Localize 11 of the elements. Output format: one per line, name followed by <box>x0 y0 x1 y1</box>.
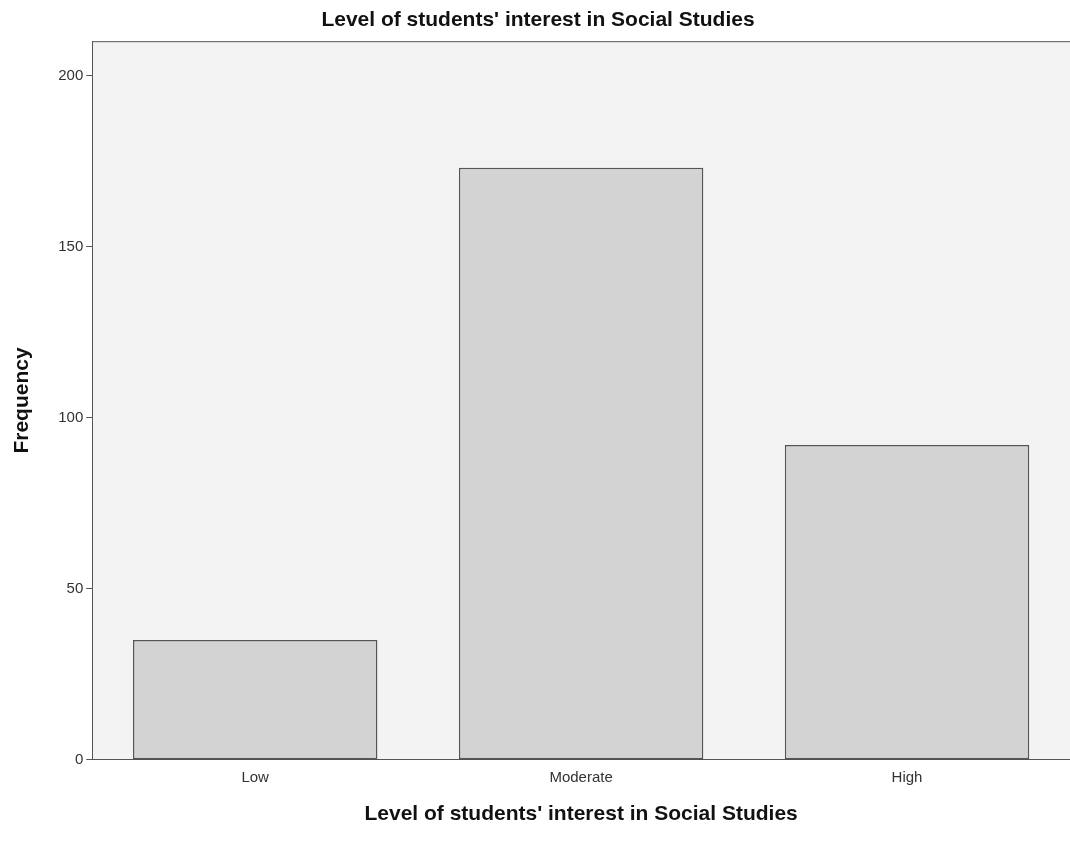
y-tick-label: 100 <box>58 407 84 425</box>
y-tick-label: 0 <box>74 749 84 767</box>
x-tick-label: High <box>891 767 923 785</box>
x-tick-label: Low <box>241 767 270 785</box>
y-tick-label: 200 <box>58 65 84 83</box>
y-tick-label: 50 <box>66 578 84 596</box>
y-tick-label: 150 <box>58 236 84 254</box>
chart-title: Level of students' interest in Social Studies <box>321 7 755 31</box>
x-tick-label: Moderate <box>549 767 613 785</box>
y-axis-title: Frequency <box>9 347 33 454</box>
x-axis-title: Level of students' interest in Social Studies <box>364 801 798 825</box>
